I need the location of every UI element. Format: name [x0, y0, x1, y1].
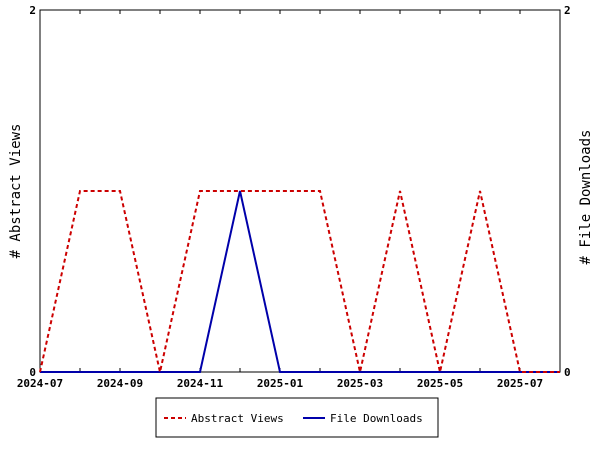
x-tick-label: 2025-03 — [337, 377, 383, 390]
legend-box — [155, 397, 439, 438]
x-tick-label: 2025-07 — [497, 377, 543, 390]
y-tick-label-right: 2 — [564, 4, 571, 17]
series-line-file-downloads — [40, 190, 560, 373]
labels-layer: 2024-07 2024-09 2024-11 2025-01 2025-03 2025-… — [17, 4, 571, 390]
y-tick-label-right: 0 — [564, 366, 571, 379]
series-line-abstract-views — [39, 190, 560, 373]
x-tick-label: 2024-09 — [97, 377, 143, 390]
x-tick-label: 2025-01 — [257, 377, 304, 390]
x-tick-label: 2024-11 — [177, 377, 224, 390]
x-tick-label: 2024-07 — [17, 377, 63, 390]
y-tick-label-left: 2 — [29, 4, 36, 17]
y-axis-title-right: # File Downloads — [578, 130, 594, 265]
x-tick-label: 2025-05 — [417, 377, 463, 390]
y-tick-label-left: 0 — [29, 366, 36, 379]
series-layer — [39, 190, 560, 373]
y-axis-title-left: # Abstract Views — [8, 124, 24, 259]
legend-label-abstract-views: Abstract Views — [191, 412, 284, 425]
legend-label-file-downloads: File Downloads — [330, 412, 423, 425]
